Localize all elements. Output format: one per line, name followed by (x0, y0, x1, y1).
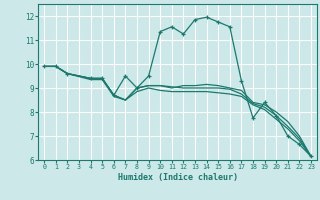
X-axis label: Humidex (Indice chaleur): Humidex (Indice chaleur) (118, 173, 238, 182)
